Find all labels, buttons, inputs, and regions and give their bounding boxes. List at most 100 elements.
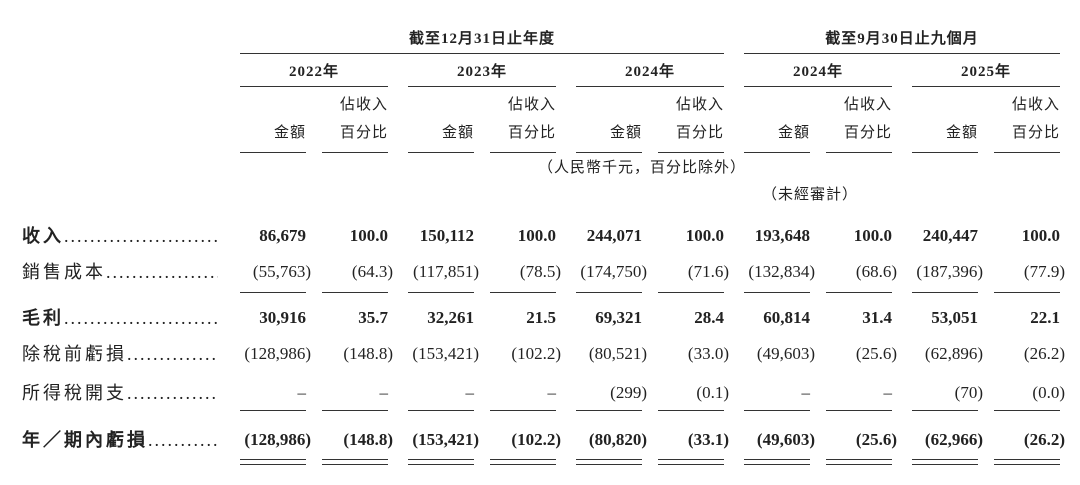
column-header: 佔收入 [339,97,388,113]
total-rule [826,459,892,460]
subtotal-rule [994,410,1060,411]
column-header: 金額 [609,125,642,141]
cell: (71.6) [687,262,729,281]
column-header: 百分比 [339,125,388,141]
total-rule [826,464,892,465]
year-header: 2024年 [624,64,675,80]
cell: – [801,383,811,402]
cell: (33.1) [687,430,729,449]
cell: (25.6) [855,344,897,363]
cell: (68.6) [855,262,897,281]
cell: 100.0 [349,226,388,245]
total-rule [322,459,388,460]
total-rule [490,459,556,460]
rule [408,152,474,153]
total-rule [744,464,810,465]
cell: (102.2) [511,344,561,363]
cell: (55,763) [252,262,311,281]
cell: (80,820) [588,430,647,449]
subtotal-rule [744,410,810,411]
cell: (0.0) [1032,383,1065,402]
rule [490,152,556,153]
cell: (64.3) [351,262,393,281]
cell: (128,986) [244,430,311,449]
unit-note: （人民幣千元，百分比除外） [537,160,746,176]
audit-note: （未經審計） [761,187,858,203]
subtotal-rule [994,292,1060,293]
rule [576,152,642,153]
total-rule [994,464,1060,465]
cell: 240,447 [922,226,978,245]
cell: 31.4 [862,308,892,327]
column-header: 佔收入 [675,97,724,113]
cell: (77.9) [1023,262,1065,281]
group-header: 截至9月30日止九個月 [825,31,979,47]
row-label: 毛利 [22,307,218,329]
column-header: 佔收入 [507,97,556,113]
subtotal-rule [408,410,474,411]
year-header: 2023年 [456,64,507,80]
cell: (148.8) [343,430,393,449]
cell: 150,112 [419,226,474,245]
cell: 100.0 [685,226,724,245]
group-header: 截至12月31日止年度 [408,31,555,47]
cell: (117,851) [413,262,479,281]
year-header: 2025年 [960,64,1011,80]
cell: – [379,383,389,402]
cell: (26.2) [1023,430,1065,449]
cell: (174,750) [580,262,647,281]
rule [912,86,1060,87]
subtotal-rule [658,410,724,411]
total-rule [994,459,1060,460]
cell: 69,321 [595,308,642,327]
total-rule [912,464,978,465]
column-header: 金額 [441,125,474,141]
cell: – [883,383,893,402]
row-label: 收入 [22,225,218,247]
total-rule [322,464,388,465]
subtotal-rule [912,410,978,411]
rule [912,152,978,153]
total-rule [658,464,724,465]
cell: (49,603) [756,430,815,449]
cell: 35.7 [358,308,388,327]
column-header: 金額 [777,125,810,141]
cell: 21.5 [526,308,556,327]
rule [744,152,810,153]
cell: 193,648 [754,226,810,245]
cell: (62,966) [924,430,983,449]
column-header: 百分比 [1011,125,1060,141]
cell: (153,421) [412,344,479,363]
cell: (25.6) [855,430,897,449]
column-header: 金額 [273,125,306,141]
cell: – [297,383,307,402]
column-header: 佔收入 [1011,97,1060,113]
subtotal-rule [576,292,642,293]
total-rule [744,459,810,460]
rule [576,86,724,87]
row-label: 除稅前虧損 [22,343,218,365]
cell: (0.1) [696,383,729,402]
total-rule [912,459,978,460]
cell: 100.0 [1021,226,1060,245]
rule [744,86,892,87]
total-rule [408,459,474,460]
cell: 53,051 [931,308,978,327]
cell: (78.5) [519,262,561,281]
total-rule [240,464,306,465]
cell: (187,396) [916,262,983,281]
row-label: 銷售成本 [22,261,218,283]
year-header: 2024年 [792,64,843,80]
total-rule [576,459,642,460]
rule [240,53,724,54]
subtotal-rule [658,292,724,293]
column-header: 百分比 [507,125,556,141]
rule [408,86,556,87]
cell: 100.0 [853,226,892,245]
subtotal-rule [408,292,474,293]
cell: (33.0) [687,344,729,363]
cell: (70) [954,383,983,402]
cell: (80,521) [588,344,647,363]
cell: (299) [610,383,647,402]
